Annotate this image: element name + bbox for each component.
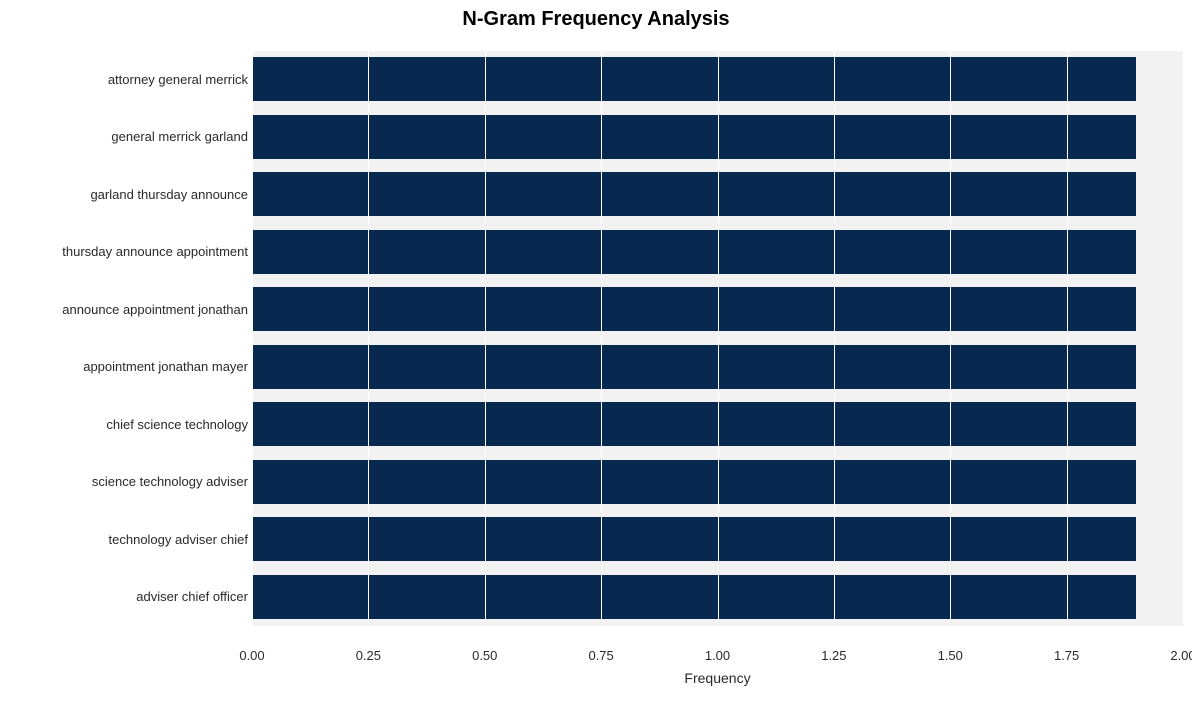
plot-area: Frequency attorney general merrickgenera… <box>252 36 1183 640</box>
x-axis-label: Frequency <box>252 670 1183 686</box>
y-tick-label: adviser chief officer <box>136 589 248 604</box>
bar <box>252 172 1136 216</box>
x-tick-label: 0.25 <box>356 648 381 663</box>
x-tick-label: 0.00 <box>239 648 264 663</box>
x-tick-label: 0.75 <box>588 648 613 663</box>
bar <box>252 57 1136 101</box>
chart-title: N-Gram Frequency Analysis <box>0 8 1192 31</box>
gridline <box>834 36 835 640</box>
y-tick-label: chief science technology <box>106 417 248 432</box>
bar <box>252 115 1136 159</box>
y-tick-label: thursday announce appointment <box>62 244 248 259</box>
gridline <box>950 36 951 640</box>
y-tick-label: general merrick garland <box>111 129 248 144</box>
bar <box>252 402 1136 446</box>
y-tick-label: appointment jonathan mayer <box>83 359 248 374</box>
gridline <box>1067 36 1068 640</box>
y-tick-label: technology adviser chief <box>109 532 248 547</box>
x-tick-label: 0.50 <box>472 648 497 663</box>
bar <box>252 460 1136 504</box>
gridline <box>718 36 719 640</box>
y-tick-label: announce appointment jonathan <box>62 302 248 317</box>
bar <box>252 287 1136 331</box>
gridline <box>1183 36 1184 640</box>
x-tick-label: 1.00 <box>705 648 730 663</box>
gridline <box>368 36 369 640</box>
x-tick-label: 1.25 <box>821 648 846 663</box>
x-tick-label: 1.50 <box>938 648 963 663</box>
ngram-frequency-chart: N-Gram Frequency Analysis Frequency atto… <box>0 0 1192 701</box>
bar <box>252 517 1136 561</box>
y-tick-label: garland thursday announce <box>90 187 248 202</box>
bar <box>252 230 1136 274</box>
bar <box>252 345 1136 389</box>
y-tick-label: attorney general merrick <box>108 72 248 87</box>
gridline <box>252 36 253 640</box>
bar <box>252 575 1136 619</box>
y-tick-label: science technology adviser <box>92 474 248 489</box>
gridline <box>601 36 602 640</box>
gridline <box>485 36 486 640</box>
x-tick-label: 2.00 <box>1170 648 1192 663</box>
x-tick-label: 1.75 <box>1054 648 1079 663</box>
